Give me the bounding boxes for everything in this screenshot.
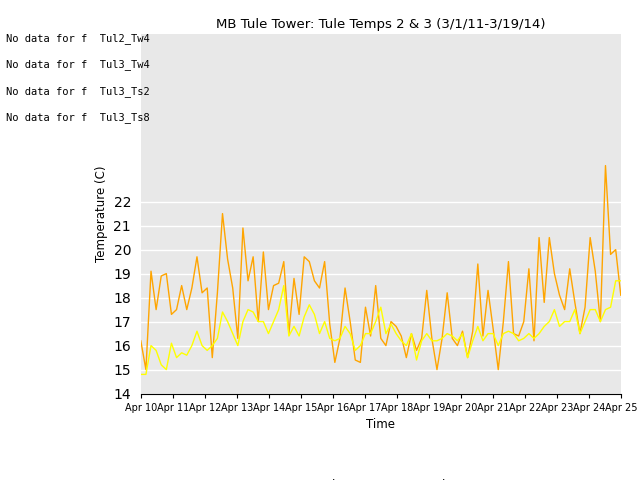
Tul2_Ts-8 (495, 343, 502, 348)
Tul2_Ts-2 (495, 367, 502, 372)
Text: No data for f  Tul3_Ts2: No data for f Tul3_Ts2 (6, 85, 150, 96)
X-axis label: Time: Time (366, 418, 396, 431)
Tul2_Ts-2 (617, 292, 625, 298)
Tul2_Ts-8 (612, 278, 620, 284)
Tul2_Ts-2 (163, 271, 170, 276)
Line: Tul2_Ts-8: Tul2_Ts-8 (141, 281, 621, 374)
Line: Tul2_Ts-2: Tul2_Ts-2 (141, 166, 621, 370)
Tul2_Ts-2 (142, 367, 150, 372)
Text: No data for f  Tul2_Tw4: No data for f Tul2_Tw4 (6, 33, 150, 44)
Tul2_Ts-2 (602, 163, 609, 168)
Text: No data for f  Tul3_Tw4: No data for f Tul3_Tw4 (6, 59, 150, 70)
Tul2_Ts-8 (137, 372, 145, 377)
Tul2_Ts-8 (490, 331, 497, 336)
Tul2_Ts-2 (469, 328, 477, 334)
Tul2_Ts-2 (137, 338, 145, 344)
Tul2_Ts-8 (157, 362, 165, 368)
Text: No data for f  Tul3_Ts8: No data for f Tul3_Ts8 (6, 112, 150, 123)
Tul2_Ts-8 (474, 324, 482, 329)
Title: MB Tule Tower: Tule Temps 2 & 3 (3/1/11-3/19/14): MB Tule Tower: Tule Temps 2 & 3 (3/1/11-… (216, 18, 545, 31)
Y-axis label: Temperature (C): Temperature (C) (95, 165, 108, 262)
Tul2_Ts-8 (617, 278, 625, 284)
Tul2_Ts-2 (479, 333, 487, 339)
Legend: Tul2_Ts-2, Tul2_Ts-8: Tul2_Ts-2, Tul2_Ts-8 (275, 473, 486, 480)
Tul2_Ts-2 (499, 319, 507, 324)
Tul2_Ts-8 (224, 319, 232, 324)
Tul2_Ts-2 (229, 285, 237, 291)
Tul2_Ts-8 (464, 355, 472, 360)
